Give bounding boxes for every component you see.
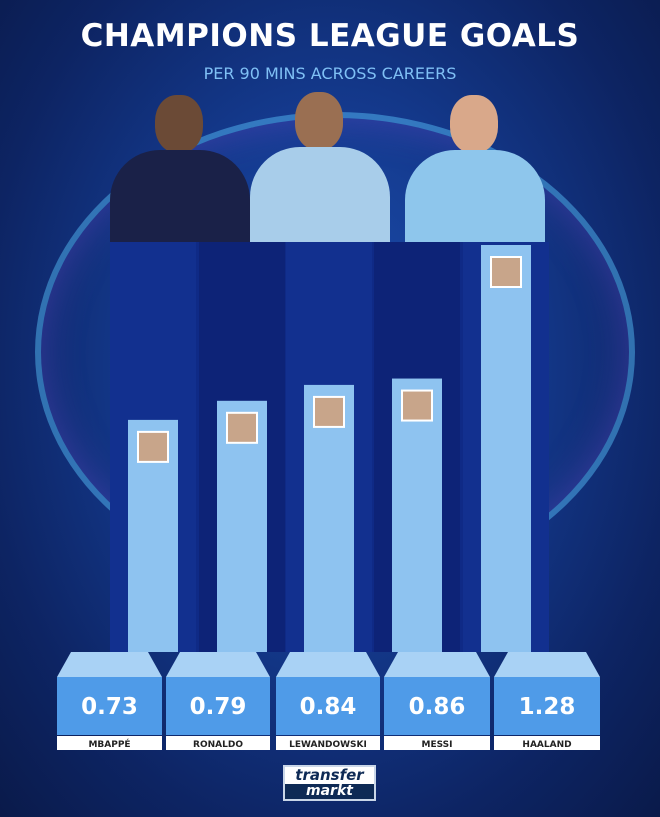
base-top-messi [384, 652, 490, 677]
bar-lewandowski [304, 384, 354, 652]
base-box-lewandowski [276, 677, 380, 735]
logo-text-2: markt [285, 784, 374, 799]
bar-messi [392, 378, 442, 652]
player-thumb-ronaldo [226, 411, 258, 444]
player-thumb-lewandowski [313, 395, 345, 428]
category-label-mbapp: MBAPPÉ [88, 738, 130, 750]
value-label-haaland: 1.28 [519, 694, 576, 720]
value-label-mbapp: 0.73 [81, 694, 138, 720]
logo-text-1: transfer [295, 766, 364, 784]
value-label-ronaldo: 0.79 [190, 694, 247, 720]
name-strip-lewandowski [276, 736, 380, 750]
player-thumb-mbapp [137, 430, 169, 463]
base-box-messi [384, 677, 490, 735]
player-photo-messi [250, 92, 390, 242]
chart-title: CHAMPIONS LEAGUE GOALS [80, 18, 580, 54]
player-thumb-messi [401, 389, 433, 422]
base-top-haaland [494, 652, 600, 677]
chart-subtitle: PER 90 MINS ACROSS CAREERS [203, 64, 457, 83]
base-top-ronaldo [166, 652, 270, 677]
bar-haaland [481, 245, 531, 652]
name-strip-messi [384, 736, 490, 750]
category-label-lewandowski: LEWANDOWSKI [289, 740, 367, 750]
player-photo-mbappe [110, 95, 250, 245]
category-label-messi: MESSI [421, 740, 452, 750]
base-box-mbapp [57, 677, 162, 735]
name-strip-ronaldo [166, 736, 270, 750]
base-box-haaland [494, 677, 600, 735]
base-top-lewandowski [276, 652, 380, 677]
base-top-mbapp [57, 652, 162, 677]
player-photo-haaland [405, 95, 545, 245]
category-label-ronaldo: RONALDO [193, 740, 243, 750]
name-strip-haaland [494, 736, 600, 750]
value-label-lewandowski: 0.84 [300, 694, 357, 720]
player-thumb-haaland [490, 256, 522, 288]
value-label-messi: 0.86 [409, 694, 466, 720]
transfermarkt-logo: transfer markt [283, 765, 376, 801]
base-box-ronaldo [166, 677, 270, 735]
category-label-haaland: HAALAND [522, 740, 571, 750]
name-strip-mbapp [57, 736, 162, 750]
